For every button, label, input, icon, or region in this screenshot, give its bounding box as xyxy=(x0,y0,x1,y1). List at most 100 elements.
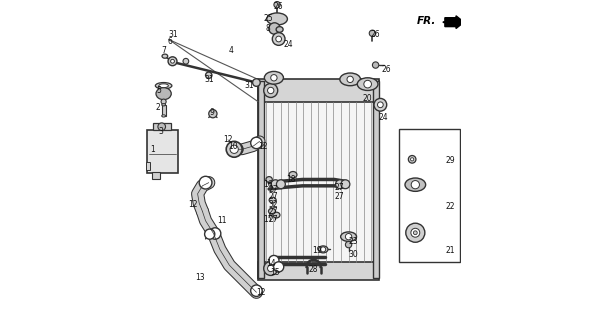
Bar xyxy=(258,81,379,278)
Ellipse shape xyxy=(340,73,361,86)
Ellipse shape xyxy=(156,88,171,100)
Circle shape xyxy=(271,180,280,189)
Circle shape xyxy=(374,99,387,111)
Text: 27: 27 xyxy=(269,192,278,202)
Circle shape xyxy=(341,180,350,189)
FancyArrow shape xyxy=(445,16,464,28)
Circle shape xyxy=(267,265,274,272)
Text: 13: 13 xyxy=(195,273,204,282)
Circle shape xyxy=(267,87,274,94)
Circle shape xyxy=(369,30,376,36)
Ellipse shape xyxy=(269,197,276,203)
Text: 24: 24 xyxy=(283,40,293,49)
Circle shape xyxy=(321,247,325,252)
Bar xyxy=(258,79,379,102)
Circle shape xyxy=(413,231,417,235)
Text: 31: 31 xyxy=(244,81,254,90)
Circle shape xyxy=(253,79,260,86)
Circle shape xyxy=(373,62,379,68)
Text: 26: 26 xyxy=(371,30,381,39)
Circle shape xyxy=(183,58,189,64)
Text: 12: 12 xyxy=(188,200,198,209)
Text: 28: 28 xyxy=(309,265,318,274)
Circle shape xyxy=(336,180,344,189)
Circle shape xyxy=(209,228,221,239)
Text: 10: 10 xyxy=(227,142,237,151)
Ellipse shape xyxy=(264,71,283,84)
Bar xyxy=(162,105,166,116)
Text: 18: 18 xyxy=(287,175,296,184)
Circle shape xyxy=(206,72,212,78)
Circle shape xyxy=(269,255,279,266)
Ellipse shape xyxy=(162,54,168,58)
Text: 6: 6 xyxy=(167,37,172,46)
Bar xyxy=(258,81,264,278)
Circle shape xyxy=(273,262,284,272)
Text: 12: 12 xyxy=(257,288,266,297)
Ellipse shape xyxy=(267,13,287,25)
Circle shape xyxy=(171,59,174,63)
Text: 22: 22 xyxy=(445,202,455,211)
Text: 31: 31 xyxy=(168,30,178,39)
Text: 30: 30 xyxy=(348,250,358,259)
Text: 15: 15 xyxy=(270,268,280,277)
Circle shape xyxy=(199,176,212,189)
Ellipse shape xyxy=(289,172,297,178)
Text: 12: 12 xyxy=(224,135,233,144)
Text: 27: 27 xyxy=(268,185,278,194)
Ellipse shape xyxy=(358,78,378,91)
Ellipse shape xyxy=(318,246,328,253)
Bar xyxy=(152,172,160,179)
Text: 21: 21 xyxy=(445,246,455,255)
Ellipse shape xyxy=(341,232,356,242)
Circle shape xyxy=(272,33,285,45)
Circle shape xyxy=(408,156,416,163)
Circle shape xyxy=(347,76,353,83)
Circle shape xyxy=(250,137,262,149)
Text: 14: 14 xyxy=(266,259,275,268)
Text: 9: 9 xyxy=(209,108,214,117)
Bar xyxy=(153,123,171,130)
Text: 5: 5 xyxy=(156,86,161,95)
Circle shape xyxy=(411,158,414,161)
Circle shape xyxy=(274,2,280,8)
Circle shape xyxy=(411,228,420,237)
Ellipse shape xyxy=(276,27,283,32)
Ellipse shape xyxy=(159,84,168,88)
Text: 8: 8 xyxy=(265,24,270,33)
Text: 27: 27 xyxy=(334,183,344,192)
Circle shape xyxy=(264,84,278,98)
Text: 27: 27 xyxy=(335,192,344,202)
Circle shape xyxy=(276,180,286,189)
Circle shape xyxy=(269,23,280,34)
Circle shape xyxy=(232,144,243,155)
Text: 32: 32 xyxy=(269,200,278,209)
Text: 26: 26 xyxy=(382,65,391,74)
Ellipse shape xyxy=(162,115,166,117)
Text: 1: 1 xyxy=(150,145,155,154)
Circle shape xyxy=(406,223,425,242)
Circle shape xyxy=(270,75,277,81)
Circle shape xyxy=(276,36,281,42)
Circle shape xyxy=(161,99,166,104)
Text: 27: 27 xyxy=(268,215,278,224)
Text: 29: 29 xyxy=(445,156,455,165)
Text: 27: 27 xyxy=(268,207,278,216)
Circle shape xyxy=(204,229,215,239)
Circle shape xyxy=(364,80,371,88)
Text: 2: 2 xyxy=(155,103,160,112)
Text: 4: 4 xyxy=(229,46,234,55)
Bar xyxy=(373,81,379,278)
Ellipse shape xyxy=(269,208,275,214)
Text: 7: 7 xyxy=(161,46,166,55)
Text: FR.: FR. xyxy=(417,16,436,26)
Text: 20: 20 xyxy=(363,94,373,103)
Bar xyxy=(146,162,149,170)
Ellipse shape xyxy=(405,178,426,191)
Circle shape xyxy=(378,102,383,108)
Ellipse shape xyxy=(162,104,166,106)
Text: 11: 11 xyxy=(217,216,226,225)
Circle shape xyxy=(226,141,242,157)
Text: 24: 24 xyxy=(379,113,388,122)
Circle shape xyxy=(264,261,278,276)
